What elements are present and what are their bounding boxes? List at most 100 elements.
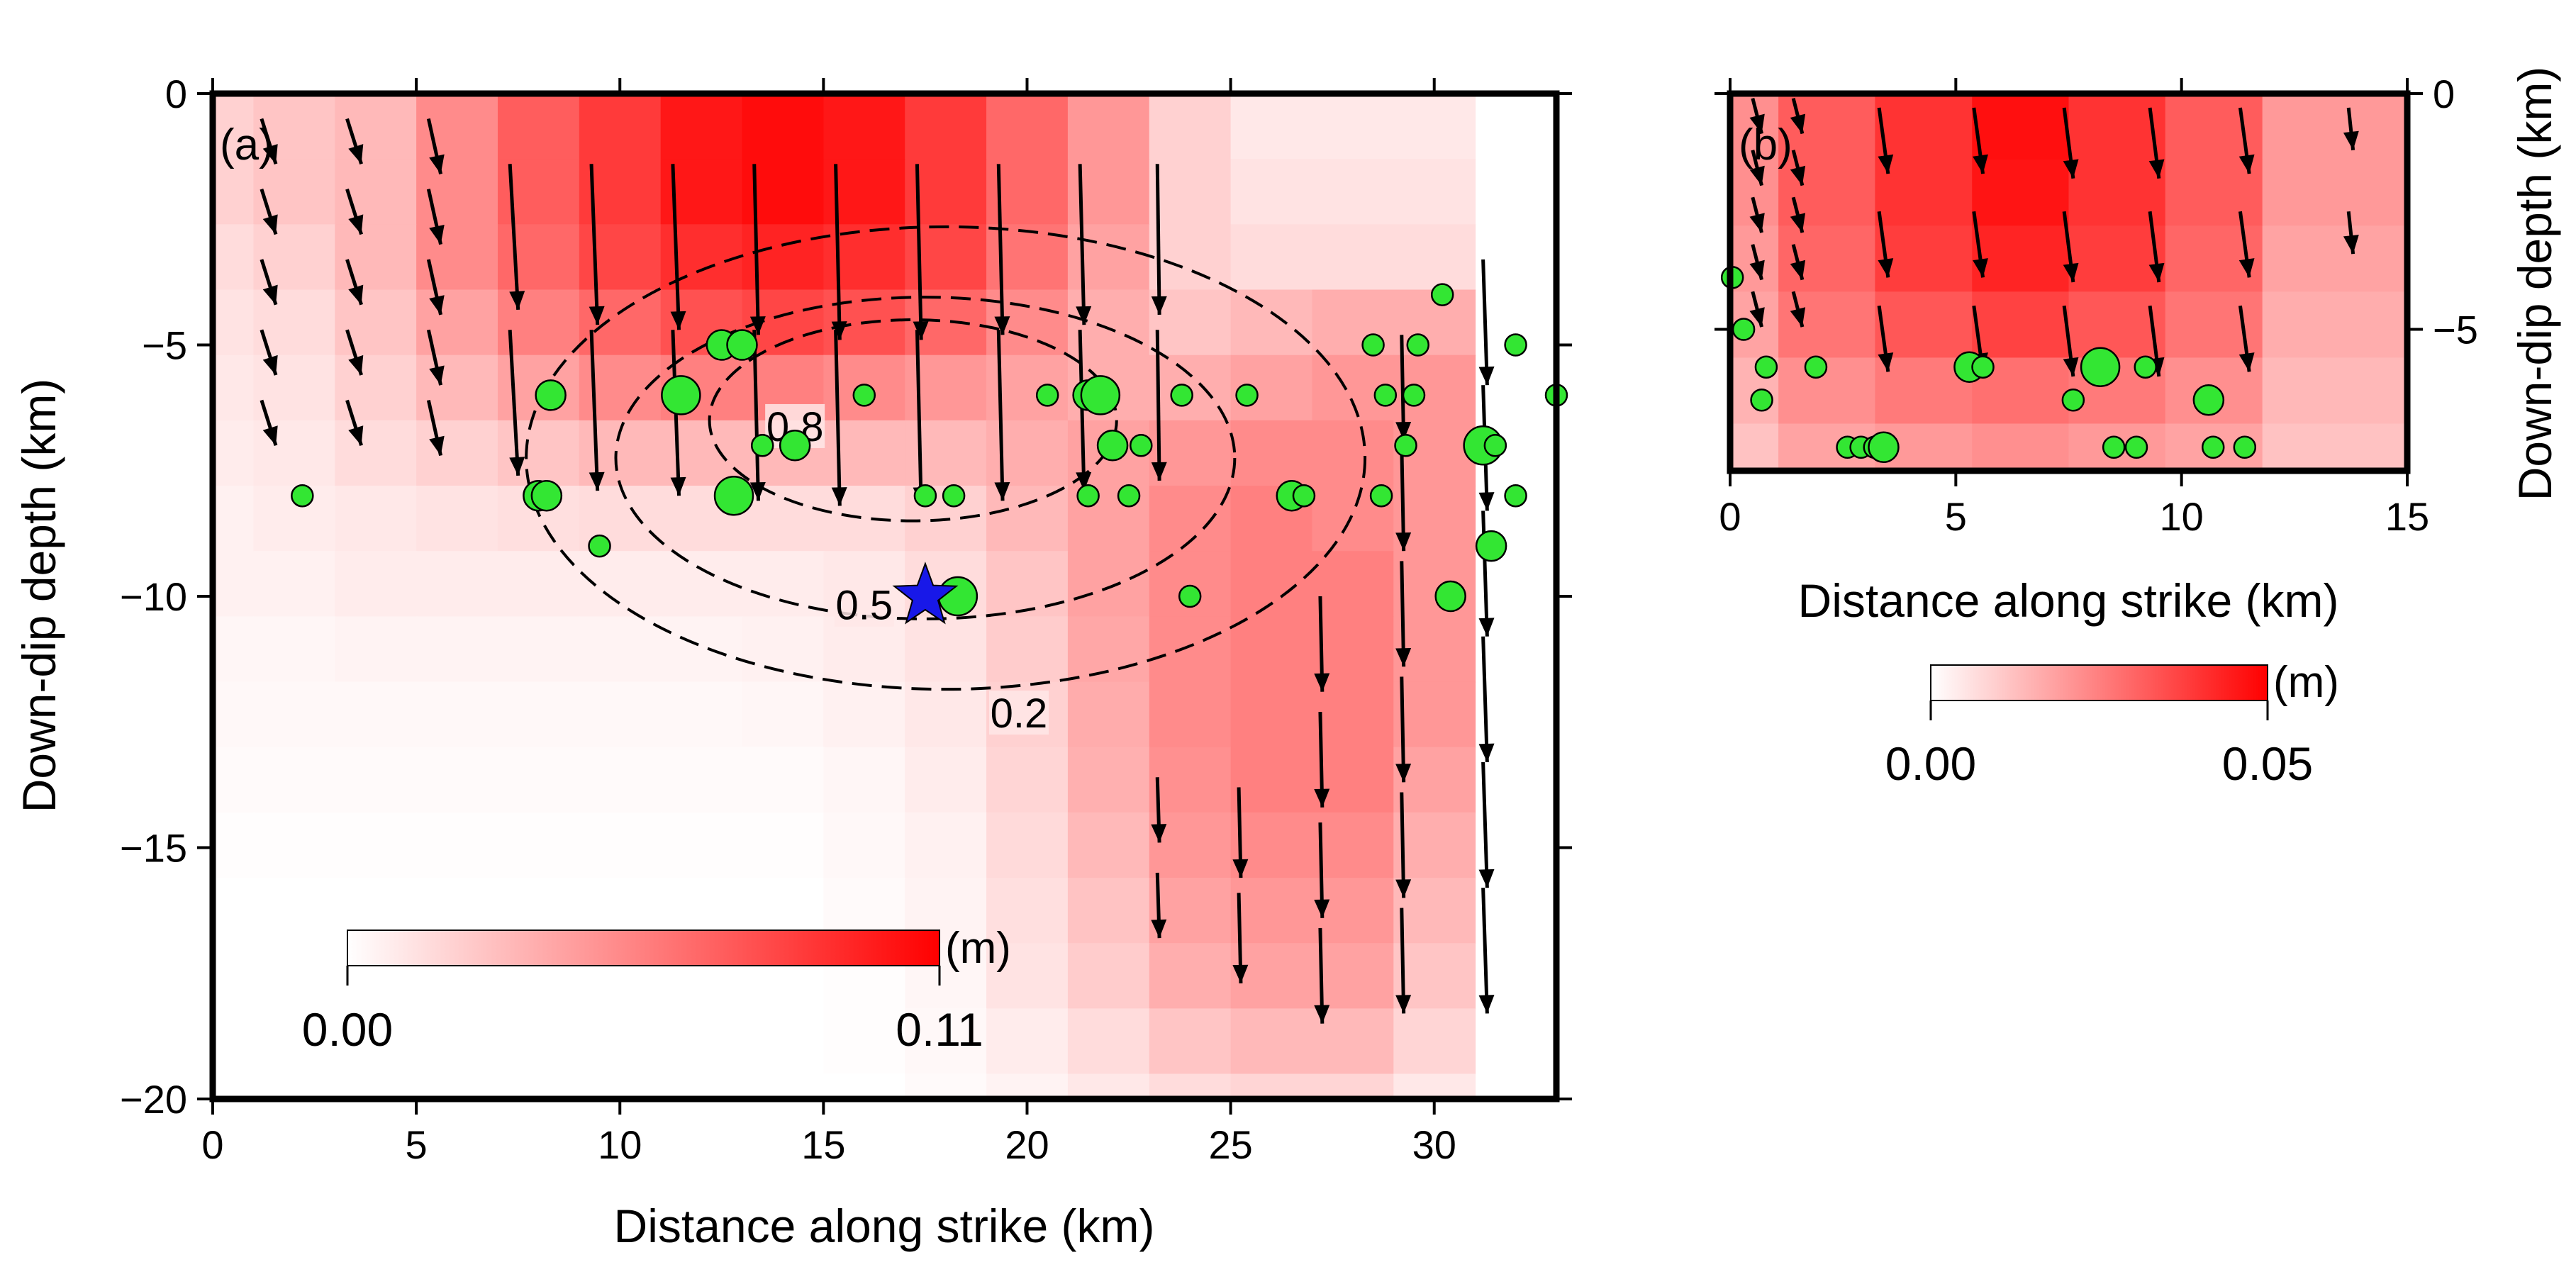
- panel-a-slip-cell: [660, 224, 743, 291]
- rake-vector-head: [1973, 258, 1988, 278]
- panel-a-slip-cell: [335, 812, 418, 879]
- rake-vector-head: [2343, 235, 2359, 255]
- panel-a-slip-cell: [1312, 420, 1395, 487]
- rake-vector-head: [1749, 113, 1765, 134]
- rake-vector-head: [2238, 352, 2255, 372]
- panel-a-slip-cell: [1230, 94, 1313, 160]
- panel-a-slip-cell: [213, 486, 255, 552]
- panel-b-slip-cell: [2262, 225, 2408, 293]
- panel-a-slip-cell: [1067, 616, 1150, 683]
- panel-a-slip-cell: [335, 224, 418, 291]
- panel-a-slip-cell: [1393, 747, 1476, 813]
- panel-a-slip-cell: [497, 681, 580, 748]
- aftershock-marker: [1868, 431, 1900, 463]
- panel-a-slip-cell: [986, 1073, 1069, 1100]
- rake-vector-head: [1232, 859, 1249, 878]
- panel-a-slip-cell: [497, 551, 580, 618]
- panel-a-slip-cell: [1230, 1073, 1313, 1100]
- panel-a-slip-cell: [416, 420, 498, 487]
- panel-a-slip-cell: [579, 551, 662, 618]
- panel-a-slip-cell: [1393, 681, 1476, 748]
- panel-a-slip-cell: [1230, 289, 1313, 356]
- panel-a-slip-cell: [579, 1008, 662, 1075]
- panel-a-slip-cell: [579, 616, 662, 683]
- panel-a-slip-cell: [1230, 551, 1313, 618]
- panel-a-slip-cell: [253, 681, 336, 748]
- panel-a-slip-cell: [1230, 420, 1313, 487]
- panel-a-slip-cell: [660, 420, 743, 487]
- aftershock-marker: [1504, 484, 1527, 508]
- rake-vector-head: [2238, 154, 2255, 174]
- panel-a-slip-cell: [905, 1073, 988, 1100]
- aftershock-marker: [1361, 333, 1385, 357]
- panel-a-slip-cell: [213, 289, 255, 356]
- panel-a-slip-cell: [416, 289, 498, 356]
- panel-a-slip-cell: [253, 355, 336, 421]
- panel-a-slip-cell: [335, 551, 418, 618]
- x-tick-label: 10: [2160, 494, 2204, 539]
- aftershock-marker: [913, 484, 937, 508]
- panel-a-slip-cell: [1312, 681, 1395, 748]
- rake-vector-head: [1314, 673, 1330, 692]
- panel-a-slip-cell: [1312, 878, 1395, 944]
- aftershock-marker: [291, 484, 314, 508]
- panel-a-colorbar-gradient: [347, 930, 940, 966]
- panel-a-slip-cell: [1230, 616, 1313, 683]
- panel-a-slip-cell: [986, 420, 1069, 487]
- panel-a-slip-cell: [1312, 224, 1395, 291]
- x-tick-label: 15: [801, 1122, 845, 1167]
- panel-b-slip-cell: [1875, 94, 1973, 161]
- panel-a-slip-cell: [579, 681, 662, 748]
- panel-a-slip-cell: [213, 943, 255, 1010]
- aftershock-marker: [1732, 318, 1756, 341]
- rake-vector-head: [1395, 764, 1412, 783]
- rake-vector-head: [1151, 919, 1167, 939]
- rake-vector-shaft: [752, 330, 760, 501]
- aftershock-marker: [1754, 355, 1778, 379]
- panel-a-slip-cell: [986, 943, 1069, 1010]
- panel-a-slip-cell: [1067, 1073, 1150, 1100]
- panel-a-slip-cell: [742, 681, 825, 748]
- rake-vector-head: [1478, 743, 1495, 762]
- panel-a-slip-cell: [416, 355, 498, 421]
- rake-vector-head: [348, 214, 364, 235]
- panel-a-slip-cell: [1149, 943, 1232, 1010]
- panel-a-slip-cell: [213, 681, 255, 748]
- panel-a-slip-cell: [823, 681, 906, 748]
- panel-a-slip-cell: [823, 747, 906, 813]
- panel-a-slip-cell: [253, 1073, 336, 1100]
- rake-vector-head: [429, 365, 445, 386]
- panel-a-slip-cell: [660, 747, 743, 813]
- rake-vector-head: [913, 321, 929, 340]
- panel-a-slip-cell: [1149, 681, 1232, 748]
- x-tick-label: 5: [1945, 494, 1967, 539]
- hypocenter-star-marker: [892, 562, 959, 625]
- x-tick-label: 25: [1208, 1122, 1252, 1167]
- rake-vector-head: [670, 476, 686, 496]
- panel-a-slip-cell: [1230, 943, 1313, 1010]
- panel-a-slip-cell: [660, 616, 743, 683]
- panel-b-colorbar-max-label: 0.05: [2222, 737, 2313, 790]
- panel-a-x-axis-title: Distance along strike (km): [614, 1200, 1155, 1252]
- panel-a-slip-cell: [335, 94, 418, 160]
- panel-a-slip-contours: 0.20.50.8: [525, 225, 1367, 737]
- rake-vector-shaft: [996, 164, 1005, 335]
- contour-line-0.5: [614, 296, 1237, 620]
- rake-vector-head: [2148, 262, 2165, 282]
- aftershock-marker: [530, 479, 563, 512]
- aftershock-marker: [1406, 333, 1430, 357]
- panel-a-slip-cell: [742, 94, 825, 160]
- panel-b-slip-cell: [1972, 291, 2070, 359]
- panel-a-slip-cell: [1149, 878, 1232, 944]
- panel-b-slip-cell: [2068, 94, 2166, 161]
- panel-a-slip-cell: [335, 1008, 418, 1075]
- panel-a-colorbar-unit-label: (m): [945, 924, 1011, 973]
- panel-b-slip-cell: [1778, 291, 1876, 359]
- panel-a-colorbar-min-label: 0.00: [302, 1003, 393, 1056]
- panel-a-slip-cell: [497, 616, 580, 683]
- panel-a-slip-cell: [1393, 159, 1476, 225]
- rake-vector-head: [1790, 213, 1806, 233]
- aftershock-marker: [1076, 484, 1100, 508]
- panel-b-slip-cell: [2262, 160, 2408, 227]
- rake-vector-shaft: [589, 330, 600, 491]
